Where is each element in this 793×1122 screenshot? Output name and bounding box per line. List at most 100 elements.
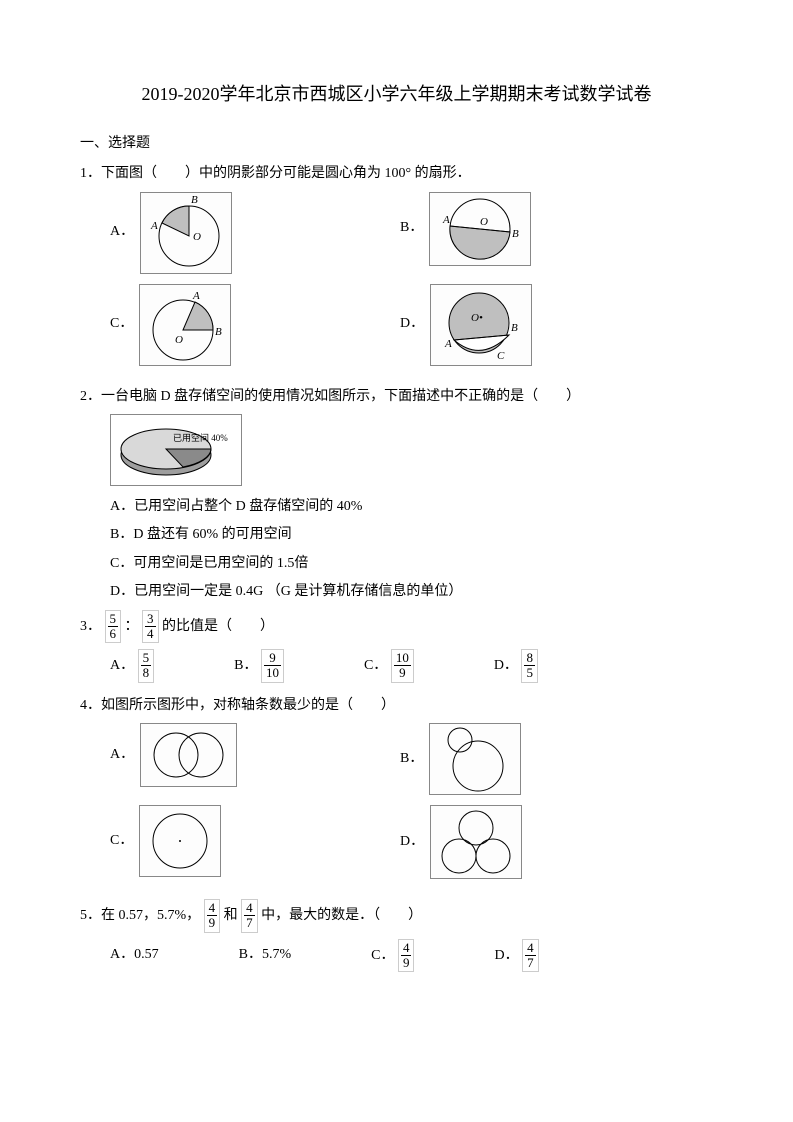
page-title: 2019-2020学年北京市西城区小学六年级上学期期末考试数学试卷 <box>80 80 713 109</box>
q2-pie-label: 已用空间 40% <box>173 432 228 443</box>
q3-f1: 5 6 <box>105 610 122 644</box>
q3-C-frac: 109 <box>391 649 414 683</box>
q5-post: 中，最大的数是．（ ） <box>261 908 422 923</box>
q3-A-frac: 58 <box>138 649 155 683</box>
q3-f2: 3 4 <box>142 610 159 644</box>
q3-Dd: 5 <box>524 666 535 680</box>
label-A: A <box>150 220 158 232</box>
q4-D-figure <box>430 805 522 879</box>
q1-C-svg: A B O <box>140 285 230 365</box>
q2-pie-svg: 已用空间 40% <box>111 415 241 485</box>
q4-A-label: A． <box>110 744 134 766</box>
q5-D-frac: 47 <box>522 939 539 973</box>
q4-C-svg <box>140 806 220 876</box>
label-A4: A <box>444 338 452 350</box>
q4-stem: 4．如图所示图形中，对称轴条数最少的是（ ） <box>80 695 713 717</box>
q5-f2: 4 7 <box>241 899 258 933</box>
q5-options: A．0.57 B．5.7% C． 49 D． 47 <box>110 939 713 973</box>
q5-A: A．0.57 <box>110 944 159 966</box>
q3-D-frac: 85 <box>521 649 538 683</box>
q5-f1n: 4 <box>207 901 218 916</box>
q5-Dn: 4 <box>525 941 536 956</box>
q1-A-figure: B A O <box>140 192 232 274</box>
q5-D: D． 47 <box>494 939 538 973</box>
label-A2: A <box>442 214 450 226</box>
q3-Dn: 8 <box>524 651 535 666</box>
q1-opt-D: D． O• B A C <box>400 284 660 366</box>
q3-A: A． 58 <box>110 649 154 683</box>
q5-f2n: 4 <box>244 901 255 916</box>
q2-B: B．D 盘还有 60% 的可用空间 <box>110 524 713 546</box>
q5-pre: 5．在 0.57，5.7%， <box>80 908 200 923</box>
label-C4: C <box>497 350 505 362</box>
q1-B-figure: A B O <box>429 192 531 266</box>
q4-D-svg <box>431 806 521 878</box>
q1-B-svg: A B O <box>430 193 530 265</box>
label-O3: O <box>175 334 183 346</box>
q3-options: A． 58 B． 910 C． 109 D． 85 <box>110 649 713 683</box>
q2-C: C．可用空间是已用空间的 1.5倍 <box>110 553 713 575</box>
label-B3: B <box>215 326 222 338</box>
q3-A-label: A． <box>110 658 134 673</box>
label-B: B <box>191 194 198 206</box>
label-Odot: O• <box>471 312 483 324</box>
q3-f2n: 3 <box>145 612 156 627</box>
q2-options: A．已用空间占整个 D 盘存储空间的 40% B．D 盘还有 60% 的可用空间… <box>110 496 713 604</box>
q2-stem: 2．一台电脑 D 盘存储空间的使用情况如图所示，下面描述中不正确的是（ ） <box>80 386 713 408</box>
q4-A-figure <box>140 723 237 787</box>
q5-Cd: 9 <box>401 956 412 970</box>
q3-f1d: 6 <box>108 627 119 641</box>
section-1-heading: 一、选择题 <box>80 133 713 155</box>
q5-B: B．5.7% <box>239 944 292 966</box>
q5-f1: 4 9 <box>204 899 221 933</box>
q3-C: C． 109 <box>364 649 414 683</box>
q3-f1n: 5 <box>108 612 119 627</box>
q3-D-label: D． <box>494 658 518 673</box>
q3-D: D． 85 <box>494 649 538 683</box>
q4-D: D． <box>400 805 660 879</box>
q3-f2d: 4 <box>145 627 156 641</box>
label-O: O <box>193 231 201 243</box>
q5-C-frac: 49 <box>398 939 415 973</box>
q1-A-svg: B A O <box>141 193 231 273</box>
q4-C: C． <box>110 805 370 877</box>
q3-post: 的比值是（ ） <box>162 619 274 634</box>
q1-C-figure: A B O <box>139 284 231 366</box>
q5-f1d: 9 <box>207 916 218 930</box>
q4-B-label: B． <box>400 748 423 770</box>
q3-mid: ： <box>125 619 139 634</box>
q5-C-label: C． <box>371 948 394 963</box>
q3-stem: 3． 5 6 ： 3 4 的比值是（ ） <box>80 610 713 644</box>
q3-Bd: 10 <box>264 666 281 680</box>
q1-opt-C: C． A B O <box>110 284 370 366</box>
q3-C-label: C． <box>364 658 387 673</box>
q1-stem: 1．下面图（ ）中的阴影部分可能是圆心角为 100° 的扇形． <box>80 163 713 185</box>
q1-D-svg: O• B A C <box>431 285 531 365</box>
q2-pie-figure: 已用空间 40% <box>110 414 242 486</box>
q4-options: A． B． C． <box>110 723 713 889</box>
q4-B-figure <box>429 723 521 795</box>
label-O2: O <box>480 216 488 228</box>
q4-C-figure <box>139 805 221 877</box>
q4-B: B． <box>400 723 660 795</box>
q3-B-label: B． <box>234 658 257 673</box>
q4-A-svg <box>141 724 236 786</box>
label-B2: B <box>512 228 519 240</box>
q3-Cn: 10 <box>394 651 411 666</box>
q1-B-label: B． <box>400 217 423 239</box>
q1-C-label: C． <box>110 313 133 335</box>
q3-Bn: 9 <box>264 651 281 666</box>
q3-Cd: 9 <box>394 666 411 680</box>
q1-options: A． B A O B． A B O <box>110 192 713 376</box>
q1-opt-A: A． B A O <box>110 192 370 274</box>
q4-D-label: D． <box>400 831 424 853</box>
q2-A: A．已用空间占整个 D 盘存储空间的 40% <box>110 496 713 518</box>
q4-A: A． <box>110 723 370 787</box>
q3-An: 5 <box>141 651 152 666</box>
q1-opt-B: B． A B O <box>400 192 660 266</box>
label-B4: B <box>511 322 518 334</box>
q4-C-label: C． <box>110 830 133 852</box>
q5-C: C． 49 <box>371 939 414 973</box>
exam-page: 2019-2020学年北京市西城区小学六年级上学期期末考试数学试卷 一、选择题 … <box>0 0 793 1122</box>
q3-B-frac: 910 <box>261 649 284 683</box>
